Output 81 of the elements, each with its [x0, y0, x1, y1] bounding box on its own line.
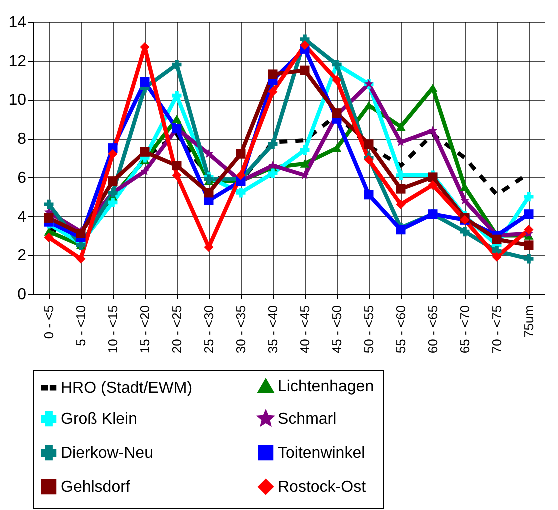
x-tick-label: 10 - <15 [106, 306, 120, 354]
point [140, 147, 150, 157]
point [44, 232, 54, 242]
point [460, 196, 470, 205]
point [460, 183, 470, 192]
point [332, 144, 342, 152]
point [396, 200, 406, 210]
point [236, 188, 246, 198]
x-tick-label: 25 - <30 [202, 306, 216, 354]
x-tick-label: 55 - <60 [394, 306, 408, 354]
point [76, 229, 86, 239]
x-tick-label: 60 - <65 [426, 306, 440, 354]
legend-label: Rostock-Ost [278, 479, 367, 496]
x-tick-label: 0 - <5 [42, 306, 56, 340]
legend-label: Toitenwinkel [278, 445, 366, 462]
x-tick-label: 70 - <75 [490, 306, 504, 354]
legend-label: Schmarl [278, 411, 337, 428]
point [172, 161, 182, 171]
x-tick-label: 15 - <20 [138, 306, 152, 354]
x-tick-label: 35 - <40 [266, 306, 280, 354]
point [172, 115, 182, 124]
y-tick-label: 0 [18, 286, 27, 304]
legend-label: Gehlsdorf [61, 479, 131, 496]
point [172, 170, 182, 180]
point [524, 192, 534, 202]
y-tick-label: 6 [18, 170, 27, 187]
point [140, 77, 150, 87]
x-tick-label: 50 - <55 [362, 306, 376, 354]
point [300, 66, 310, 76]
legend-label: HRO (Stadt/EWM) [61, 380, 193, 397]
point [332, 76, 342, 86]
point [396, 122, 406, 132]
point [44, 200, 54, 210]
point [108, 198, 118, 208]
point [140, 166, 150, 176]
x-tick-label: 45 - <50 [330, 306, 344, 354]
legend-label: Dierkow-Neu [61, 445, 154, 462]
y-tick-label: 8 [18, 131, 27, 148]
y-tick-label: 14 [8, 14, 27, 32]
point [492, 252, 502, 262]
y-tick-label: 2 [18, 248, 27, 265]
legend-label: Lichtenhagen [278, 378, 374, 396]
point [108, 176, 118, 186]
point [492, 234, 502, 244]
x-tick-label: 20 - <25 [170, 306, 184, 354]
point [524, 254, 534, 264]
point [428, 126, 438, 135]
point [524, 225, 534, 235]
point [236, 170, 246, 180]
point [524, 210, 534, 220]
point [460, 227, 470, 237]
point [300, 40, 310, 50]
point [364, 190, 374, 200]
point [76, 254, 86, 264]
point [300, 145, 310, 155]
y-tick-label: 12 [8, 53, 27, 70]
point [108, 149, 118, 159]
x-tick-label: 75um [522, 306, 536, 338]
point [44, 213, 54, 223]
point [300, 160, 310, 168]
x-tick-label: 65 - <70 [458, 306, 472, 354]
point [204, 188, 214, 198]
point [524, 240, 534, 250]
point [428, 180, 438, 190]
y-tick-label: 4 [18, 208, 27, 226]
x-tick-label: 5 - <10 [74, 306, 88, 346]
x-tick-label: 30 - <35 [234, 306, 248, 354]
point [268, 161, 278, 170]
point [172, 91, 182, 101]
point [268, 168, 278, 178]
x-tick-label: 40 - <45 [298, 306, 312, 354]
point [268, 87, 278, 97]
point [204, 149, 214, 158]
point [396, 184, 406, 194]
y-tick-label: 10 [8, 92, 27, 110]
point [364, 140, 374, 150]
legend-label: Groß Klein [61, 411, 138, 428]
point [172, 60, 182, 70]
point [268, 140, 278, 150]
point [236, 149, 246, 159]
point [268, 70, 278, 80]
